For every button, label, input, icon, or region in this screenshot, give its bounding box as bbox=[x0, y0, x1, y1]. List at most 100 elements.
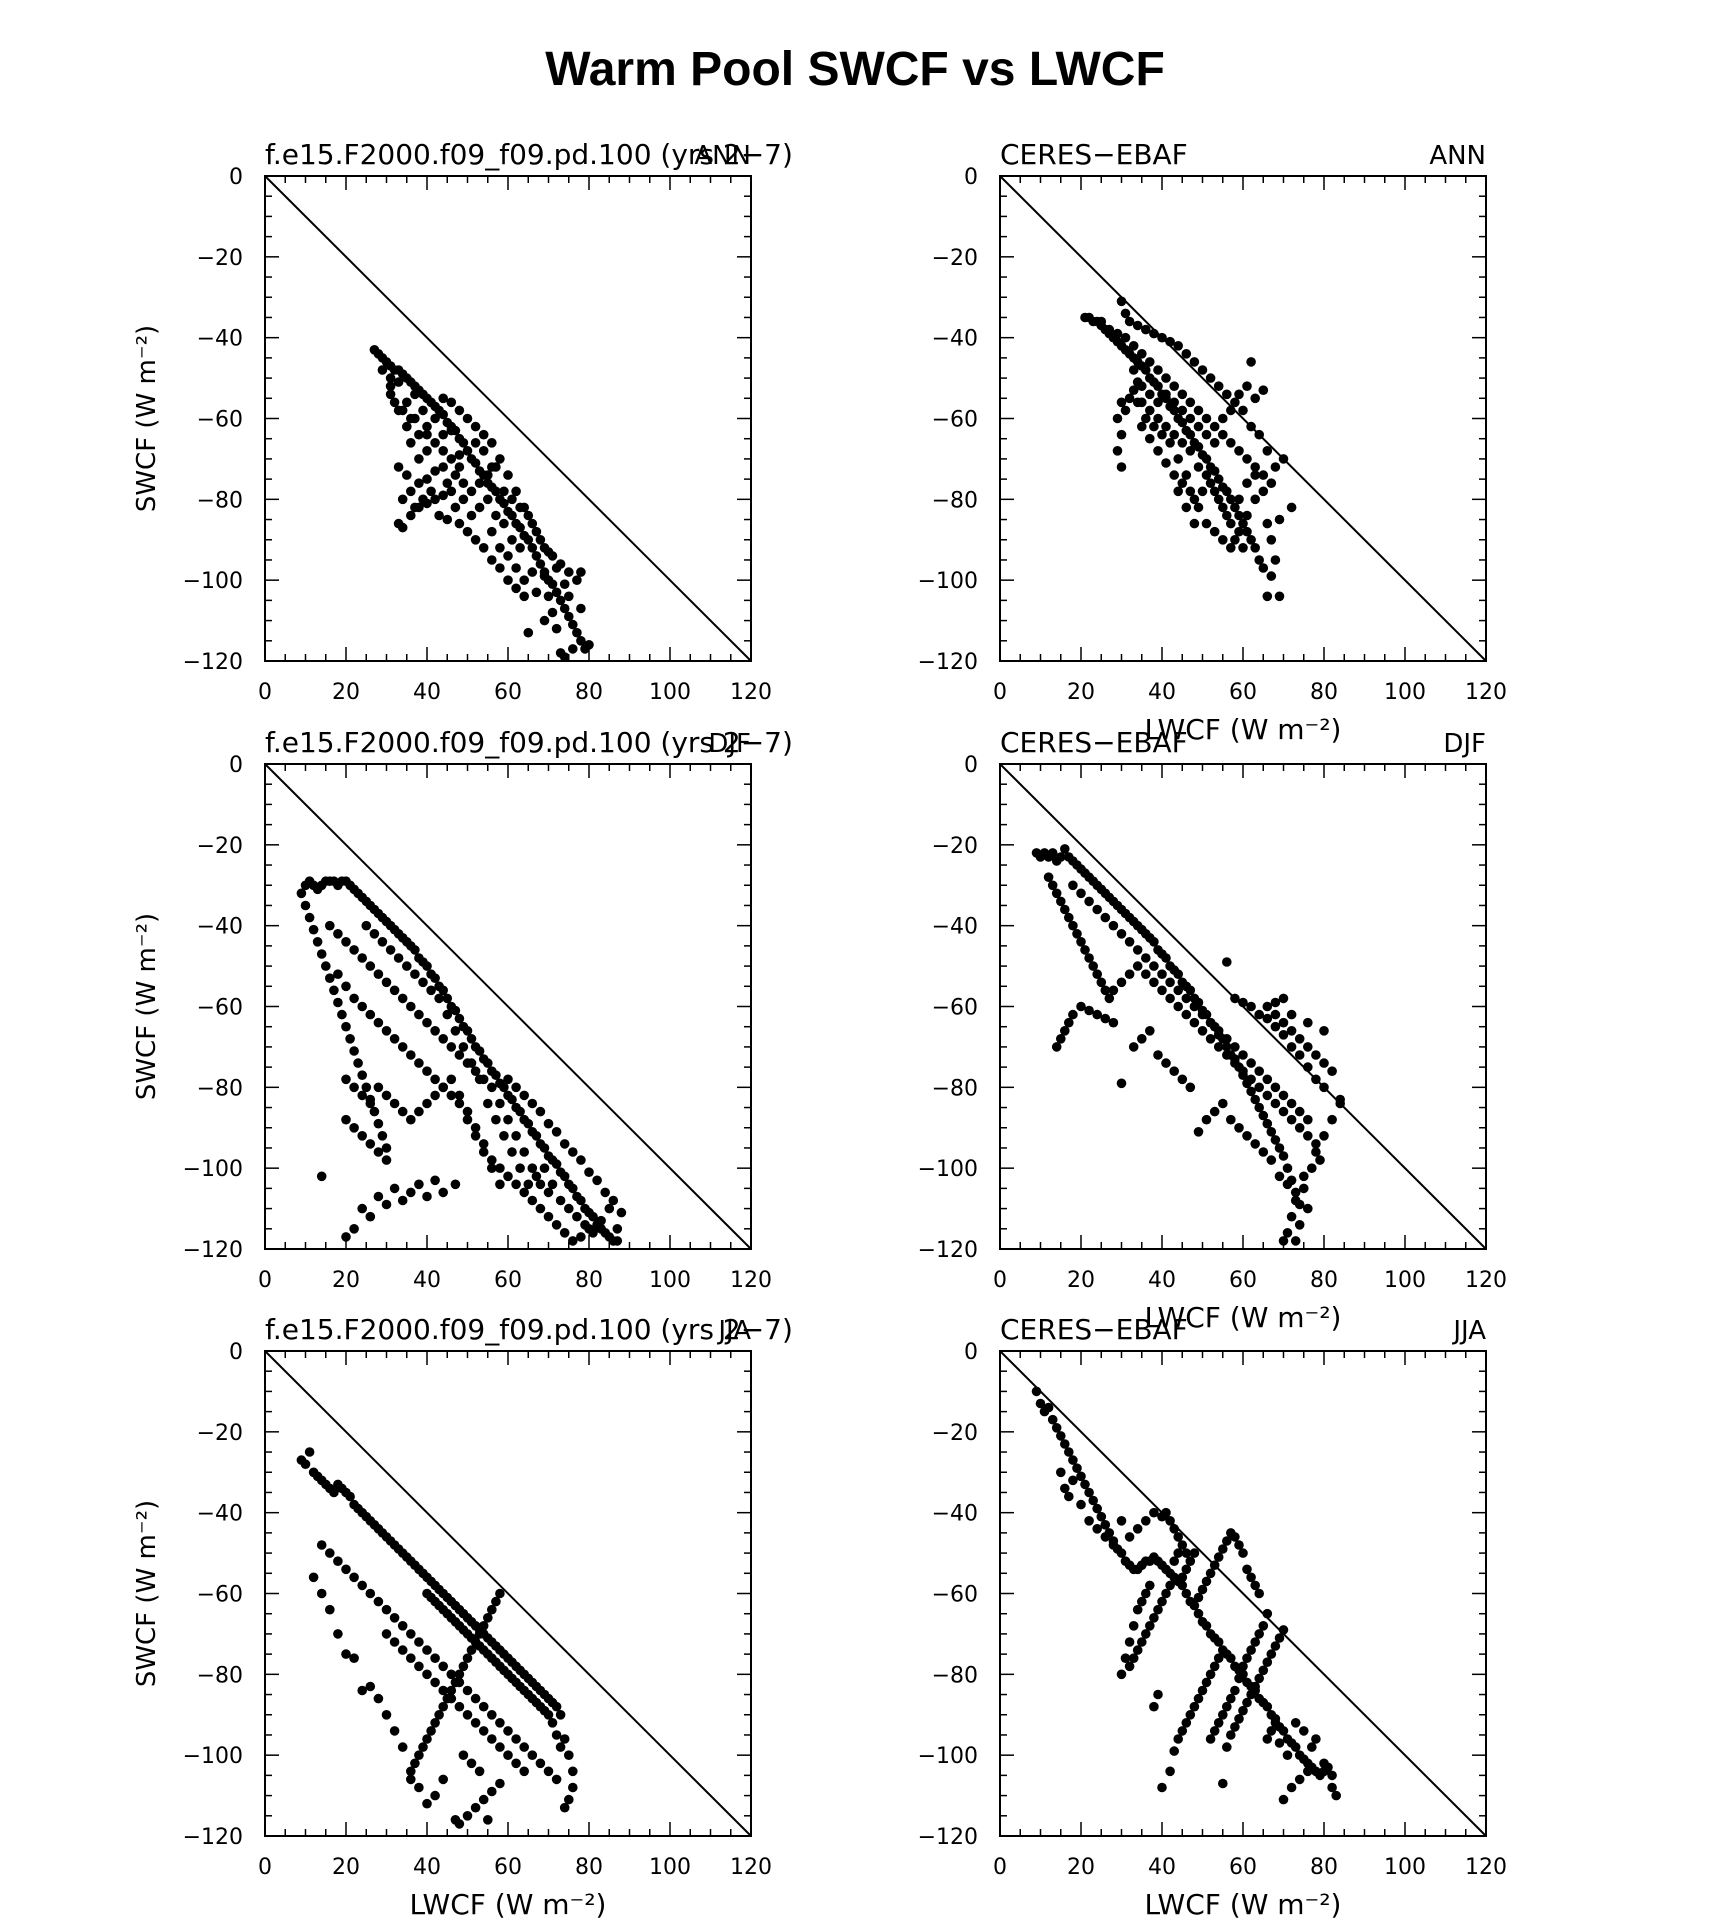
data-point bbox=[1068, 880, 1078, 891]
data-point bbox=[357, 1203, 368, 1214]
data-point bbox=[438, 446, 449, 456]
data-point bbox=[1141, 1588, 1151, 1599]
data-point bbox=[422, 1066, 432, 1076]
data-point bbox=[410, 502, 420, 513]
data-point bbox=[438, 1685, 449, 1696]
data-point bbox=[564, 1794, 574, 1805]
data-point bbox=[1177, 1074, 1188, 1085]
data-point bbox=[1153, 365, 1163, 375]
data-point bbox=[426, 486, 436, 497]
data-point bbox=[365, 1098, 376, 1109]
data-point bbox=[1299, 1726, 1309, 1736]
data-point bbox=[1262, 1608, 1273, 1619]
data-point bbox=[1290, 1195, 1301, 1206]
data-point bbox=[1286, 1009, 1297, 1020]
data-point bbox=[1153, 1604, 1163, 1615]
data-point bbox=[1234, 1540, 1244, 1550]
data-points bbox=[296, 876, 627, 1246]
data-point bbox=[1213, 1653, 1224, 1663]
data-point bbox=[1331, 1790, 1341, 1801]
data-point bbox=[1311, 1050, 1321, 1060]
data-point bbox=[1145, 1580, 1155, 1591]
data-point bbox=[1205, 1017, 1216, 1028]
data-point bbox=[462, 1811, 473, 1821]
data-point bbox=[1234, 510, 1244, 521]
data-point bbox=[438, 1034, 449, 1044]
data-point bbox=[1047, 848, 1058, 858]
data-point bbox=[462, 526, 473, 537]
data-point bbox=[300, 900, 311, 911]
data-point bbox=[1185, 1082, 1196, 1093]
data-point bbox=[1169, 1746, 1179, 1756]
data-point bbox=[1209, 421, 1220, 432]
data-point bbox=[1230, 1722, 1240, 1732]
data-point bbox=[446, 425, 457, 436]
data-point bbox=[1177, 1540, 1188, 1550]
y-tick-label: −60 bbox=[932, 408, 978, 433]
data-point bbox=[1064, 1017, 1074, 1028]
data-point bbox=[503, 551, 513, 561]
data-point bbox=[1124, 1532, 1135, 1542]
data-point bbox=[523, 1179, 534, 1190]
data-point bbox=[1254, 1588, 1264, 1599]
data-point bbox=[511, 1131, 521, 1141]
data-point bbox=[543, 591, 554, 602]
data-point bbox=[1327, 1066, 1337, 1076]
data-point bbox=[1169, 381, 1179, 392]
data-point bbox=[559, 1228, 570, 1238]
data-point bbox=[349, 1046, 359, 1056]
data-point bbox=[527, 1195, 538, 1206]
y-tick-label: −20 bbox=[197, 834, 243, 859]
data-point bbox=[1246, 1645, 1256, 1655]
data-point bbox=[1246, 1086, 1256, 1097]
data-point bbox=[466, 510, 477, 521]
data-point bbox=[1165, 993, 1175, 1004]
data-point bbox=[478, 429, 489, 440]
data-point bbox=[559, 579, 570, 589]
data-point bbox=[406, 1001, 416, 1012]
data-point bbox=[430, 438, 440, 448]
data-point bbox=[1185, 413, 1196, 424]
data-point bbox=[1161, 389, 1171, 400]
data-point bbox=[507, 494, 517, 505]
data-point bbox=[1274, 1633, 1285, 1643]
data-point bbox=[430, 413, 440, 424]
panel-title-right: DJF bbox=[1443, 729, 1486, 759]
data-point bbox=[462, 1114, 473, 1125]
data-point bbox=[608, 1195, 619, 1206]
data-point bbox=[1153, 413, 1163, 424]
data-point bbox=[341, 1564, 351, 1575]
data-point bbox=[454, 1098, 465, 1109]
data-point bbox=[483, 494, 493, 505]
data-point bbox=[1145, 1621, 1155, 1631]
data-point bbox=[507, 510, 517, 521]
x-tick-label: 60 bbox=[1229, 1268, 1257, 1293]
data-point bbox=[1335, 1094, 1345, 1105]
data-point bbox=[1262, 1657, 1273, 1667]
data-point bbox=[491, 486, 501, 497]
data-point bbox=[1242, 510, 1252, 521]
data-point bbox=[438, 1082, 449, 1093]
panel-title-left: CERES−EBAF bbox=[1000, 1313, 1188, 1346]
data-point bbox=[442, 993, 453, 1004]
data-point bbox=[470, 458, 481, 468]
data-point bbox=[511, 486, 521, 497]
data-point bbox=[1145, 405, 1155, 416]
data-point bbox=[1068, 1009, 1078, 1020]
data-point bbox=[418, 977, 428, 988]
data-point bbox=[1254, 1009, 1264, 1020]
data-point bbox=[474, 1629, 485, 1639]
data-point bbox=[1116, 1516, 1127, 1526]
data-point bbox=[438, 1187, 449, 1198]
data-point bbox=[1120, 332, 1131, 343]
y-tick-label: −60 bbox=[197, 996, 243, 1021]
data-point bbox=[373, 1693, 384, 1704]
data-point bbox=[531, 526, 542, 537]
data-point bbox=[1274, 1738, 1285, 1748]
data-point bbox=[1226, 518, 1236, 529]
data-point bbox=[470, 1693, 481, 1704]
y-tick-label: −100 bbox=[183, 1744, 243, 1769]
data-point bbox=[316, 949, 327, 959]
data-point bbox=[551, 1730, 562, 1740]
data-point bbox=[580, 1220, 590, 1230]
